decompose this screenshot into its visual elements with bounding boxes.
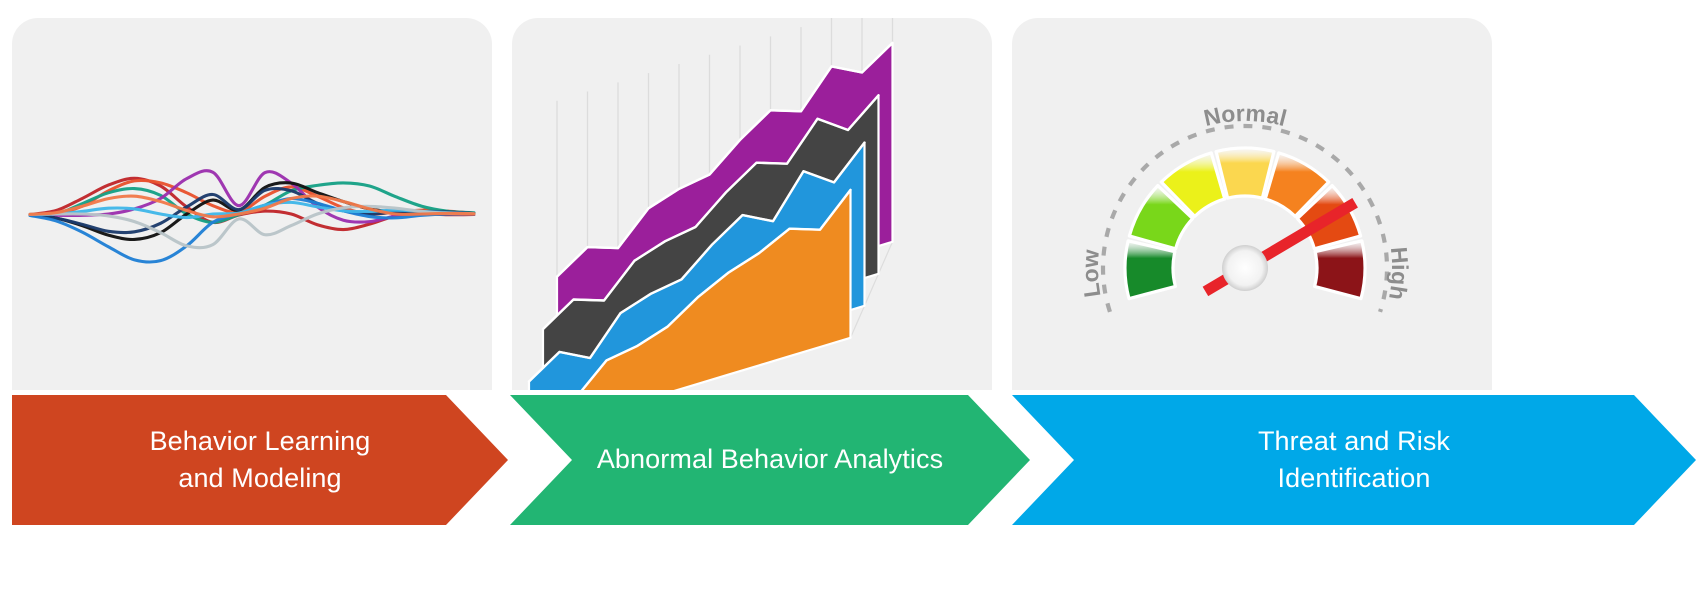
gauge-dashed-outline bbox=[1100, 123, 1390, 313]
3d-area-chart bbox=[512, 18, 992, 390]
area-ridge-gray bbox=[541, 94, 880, 331]
area-ridge-purple bbox=[555, 41, 894, 278]
line-series-10 bbox=[28, 194, 476, 219]
multi-line-chart bbox=[12, 18, 492, 390]
stage-card-behavior-learning bbox=[12, 18, 492, 390]
3d-area-chart-svg bbox=[527, 18, 894, 390]
gauge-segment-4 bbox=[1214, 146, 1276, 200]
multi-line-chart-svg bbox=[28, 169, 476, 264]
gauge-segment-1 bbox=[1123, 239, 1177, 301]
stage-card-threat-risk: Low Normal High bbox=[1012, 18, 1492, 390]
gauge-segment-3 bbox=[1159, 151, 1227, 219]
line-series-9 bbox=[28, 204, 476, 250]
stage-banner-threat-risk[interactable]: Threat and Risk Identification bbox=[1012, 395, 1696, 525]
line-series-8 bbox=[28, 200, 476, 220]
gauge-segment-2 bbox=[1127, 183, 1195, 251]
risk-gauge: Low Normal High bbox=[1012, 18, 1492, 390]
gauge-label-high: High bbox=[1384, 246, 1413, 302]
gauge-label-low: Low bbox=[1077, 249, 1106, 299]
area-ridge-blue bbox=[527, 141, 866, 383]
gauge-needle-hub bbox=[1222, 245, 1268, 291]
stage-banner-behavior-learning[interactable]: Behavior Learning and Modeling bbox=[12, 395, 508, 525]
stage-label-abnormal-analytics: Abnormal Behavior Analytics bbox=[596, 444, 944, 475]
stage-banner-abnormal-analytics[interactable]: Abnormal Behavior Analytics bbox=[510, 395, 1030, 525]
stage-card-abnormal-analytics bbox=[512, 18, 992, 390]
stage-label-threat-risk: Threat and Risk Identification bbox=[1257, 425, 1451, 493]
gauge-segment-7 bbox=[1313, 239, 1367, 301]
line-series-6 bbox=[28, 186, 476, 235]
stage-label-behavior-learning: Behavior Learning and Modeling bbox=[149, 425, 371, 493]
area-ridge-orange bbox=[580, 188, 852, 390]
gauge-segment-5 bbox=[1263, 151, 1331, 219]
